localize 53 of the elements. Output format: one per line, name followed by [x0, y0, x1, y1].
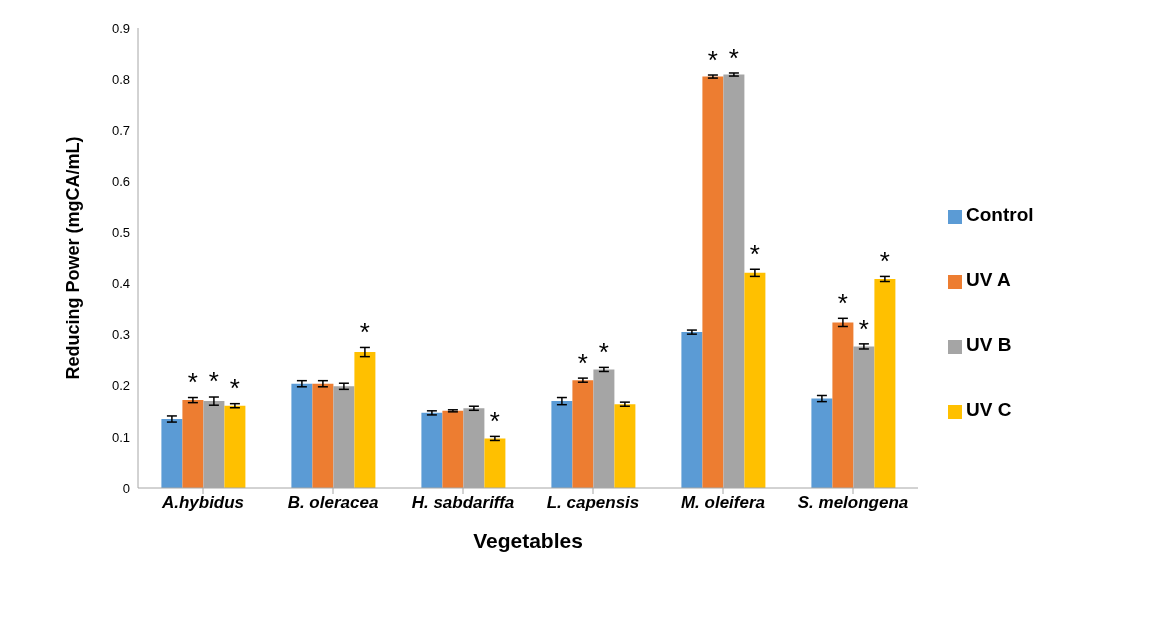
bar — [484, 438, 506, 488]
legend-label: UV A — [966, 269, 1011, 290]
bar — [182, 400, 204, 488]
bar — [832, 322, 854, 488]
legend-label: UV B — [966, 334, 1012, 355]
data-label: * — [749, 238, 760, 269]
x-axis-title: Vegetables — [473, 529, 583, 552]
bar — [312, 383, 334, 488]
y-tick-label: 0.2 — [111, 378, 130, 394]
data-label: * — [208, 366, 219, 397]
y-axis-title: Reducing Power (mgCA/mL) — [63, 136, 84, 380]
y-tick-label: 0.3 — [111, 327, 130, 343]
y-tick-label: 0.9 — [111, 20, 130, 36]
data-label: * — [359, 316, 370, 347]
bar — [681, 332, 703, 488]
data-label: * — [858, 313, 869, 344]
bar — [421, 412, 443, 488]
bar — [811, 398, 833, 488]
y-tick-label: 0.5 — [111, 225, 130, 241]
bar — [572, 380, 594, 488]
legend-label: UV C — [966, 399, 1012, 420]
bar — [614, 404, 636, 488]
y-tick-label: 0.6 — [111, 173, 130, 189]
legend-label: Control — [966, 204, 1034, 225]
y-tick-label: 0.7 — [111, 122, 130, 138]
bar — [702, 76, 724, 488]
y-tick-label: 0 — [122, 480, 130, 496]
data-label: * — [598, 337, 609, 368]
data-label: * — [229, 373, 240, 404]
y-tick-label: 0.4 — [111, 276, 130, 292]
x-tick-label: B. oleracea — [287, 493, 379, 513]
bar — [354, 352, 376, 488]
data-label: * — [837, 287, 848, 318]
x-tick-label: A.hybidus — [160, 493, 245, 513]
bar — [161, 419, 183, 488]
bar — [874, 278, 896, 488]
bar — [744, 272, 766, 488]
data-label: * — [707, 44, 718, 75]
bar — [224, 405, 246, 488]
x-tick-label: L. capensis — [546, 493, 640, 513]
data-label: * — [577, 347, 588, 378]
data-label: * — [879, 246, 890, 277]
x-tick-label: M. oleifera — [680, 493, 766, 513]
data-label: * — [187, 367, 198, 398]
x-tick-label: S. melongena — [797, 493, 909, 513]
x-tick-label: H. sabdariffa — [411, 493, 515, 513]
bar — [291, 383, 313, 488]
bar — [551, 401, 573, 488]
y-tick-label: 0.8 — [111, 71, 130, 87]
data-label: * — [728, 42, 739, 73]
y-tick-label: 0.1 — [111, 429, 130, 445]
data-label: * — [489, 406, 500, 437]
bar — [442, 410, 464, 488]
